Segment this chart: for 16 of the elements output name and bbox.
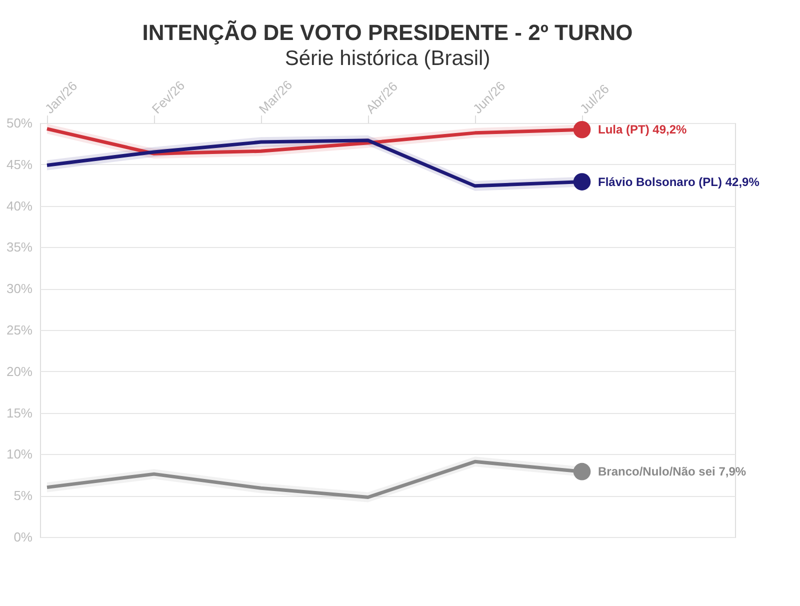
text: Lula (PT) 49,2% [598, 122, 687, 137]
y-tick-label: 30% [6, 281, 33, 296]
chart-subtitle: Série histórica (Brasil) [284, 47, 490, 70]
text: Branco/Nulo/Não sei 7,9% [598, 464, 746, 479]
text: Flávio Bolsonaro (PL) 42,9% [598, 174, 760, 189]
y-tick-label: 35% [6, 240, 33, 255]
y-tick-label: 45% [6, 156, 33, 172]
y-tick-label: 0% [14, 530, 33, 544]
y-tick-label: 50% [6, 116, 33, 130]
y-tick-label: 25% [6, 322, 33, 338]
chart-title: INTENÇÃO DE VOTO PRESIDENTE - 2º TURNO [142, 20, 633, 46]
y-tick-label: 10% [6, 446, 33, 462]
y-tick-label: 15% [6, 405, 33, 420]
y-tick-label: 40% [6, 198, 33, 214]
y-tick-label: 20% [6, 364, 33, 379]
y-tick-label: 5% [14, 488, 33, 504]
